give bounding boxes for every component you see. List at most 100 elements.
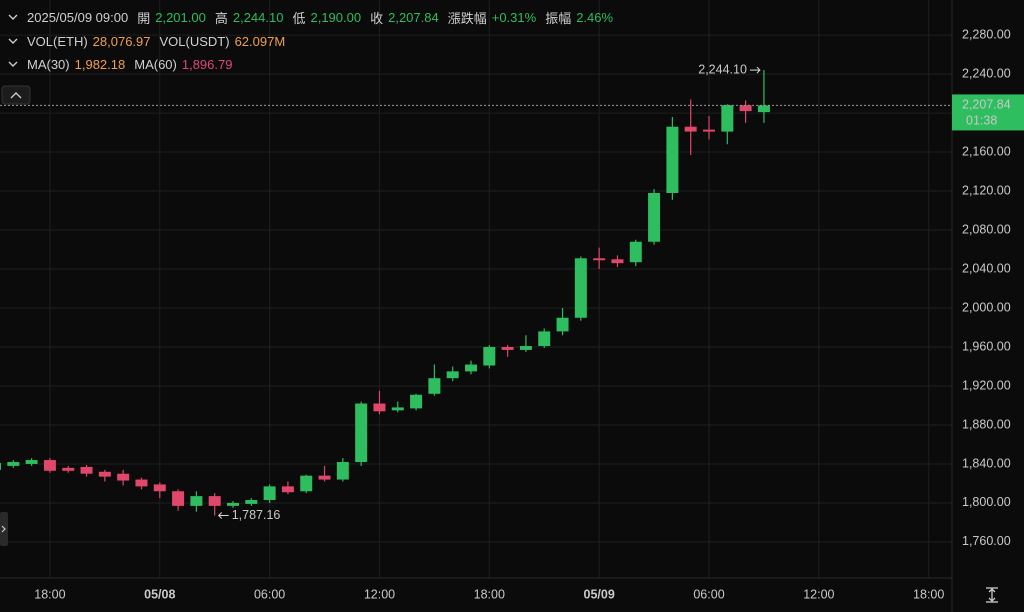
y-tick-label: 2,080.00 bbox=[962, 222, 1011, 236]
candle-body bbox=[355, 403, 368, 463]
candle-body bbox=[25, 460, 38, 464]
candle-body bbox=[538, 331, 551, 347]
side-tab-icon bbox=[1, 525, 6, 533]
y-tick-label: 1,880.00 bbox=[962, 417, 1011, 431]
min-label: 1,787.16 bbox=[232, 508, 281, 522]
candle-body bbox=[336, 462, 349, 480]
candle-body bbox=[629, 241, 642, 263]
candle-body bbox=[227, 502, 239, 506]
candle-body bbox=[574, 258, 587, 318]
y-tick-label: 1,760.00 bbox=[962, 534, 1011, 548]
chevron[interactable] bbox=[8, 59, 18, 69]
volume-label: VOL(ETH) bbox=[27, 33, 88, 49]
timestamp: 2025/05/09 09:00 bbox=[27, 9, 129, 25]
y-tick-label: 1,800.00 bbox=[962, 495, 1011, 509]
x-tick-label: 12:00 bbox=[364, 587, 395, 601]
candle-body bbox=[757, 105, 770, 113]
max-arrow-head bbox=[756, 66, 761, 74]
candle-body bbox=[98, 471, 111, 477]
collapse-icon bbox=[10, 92, 22, 99]
candle-body bbox=[373, 403, 386, 412]
y-tick-label: 1,840.00 bbox=[962, 456, 1011, 470]
y-tick-label: 2,160.00 bbox=[962, 144, 1011, 158]
y-tick-label: 2,120.00 bbox=[962, 183, 1011, 197]
candle-body bbox=[153, 484, 166, 492]
x-tick-label: 05/08 bbox=[144, 587, 175, 601]
stat-label: 低 bbox=[292, 10, 306, 26]
x-tick-label: 18:00 bbox=[474, 587, 505, 601]
candle-body bbox=[7, 462, 20, 466]
stat-value: +0.31% bbox=[491, 9, 537, 25]
x-tick-label: 12:00 bbox=[803, 587, 834, 601]
x-tick-label: 18:00 bbox=[913, 587, 944, 601]
last-price-label: 2,207.84 bbox=[962, 98, 1011, 112]
candle-body bbox=[172, 491, 185, 506]
candle-body bbox=[281, 486, 294, 493]
side-tab[interactable] bbox=[0, 512, 8, 546]
candle-body bbox=[62, 467, 75, 471]
candle-body bbox=[519, 346, 532, 350]
candle-body bbox=[410, 394, 423, 409]
scale-icon[interactable] bbox=[986, 587, 998, 603]
y-tick-label: 1,920.00 bbox=[962, 378, 1011, 392]
stat-value: 2,244.10 bbox=[232, 9, 284, 25]
candle-body bbox=[43, 460, 56, 471]
stat-label: 漲跌幅 bbox=[447, 10, 487, 26]
x-tick-label: 18:00 bbox=[34, 587, 65, 601]
stat-value: 2,201.00 bbox=[155, 9, 206, 25]
ma-label: MA(30) bbox=[27, 56, 70, 72]
candle-body bbox=[648, 192, 661, 242]
candle-body bbox=[208, 496, 221, 506]
x-tick-label: 05/09 bbox=[584, 587, 615, 601]
candle-body bbox=[318, 475, 331, 480]
candle-body bbox=[483, 346, 496, 366]
candle-body bbox=[190, 496, 203, 506]
last-price-box bbox=[952, 94, 1024, 131]
x-tick-label: 06:00 bbox=[693, 587, 724, 601]
ma-label: MA(60) bbox=[134, 56, 177, 72]
candle-body bbox=[501, 346, 514, 350]
ohlc-row: 2025/05/09 09:00 開 2,201.00 高 2,244.10 低 2,190… bbox=[8, 8, 617, 26]
min-arrow-head bbox=[217, 512, 223, 519]
candle-body bbox=[703, 129, 715, 132]
chevron[interactable] bbox=[8, 12, 18, 22]
stat-value: 2.46% bbox=[576, 9, 614, 25]
stat-value: 2,190.00 bbox=[310, 9, 362, 25]
candle-body bbox=[0, 462, 1, 470]
max-label: 2,244.10 bbox=[698, 62, 747, 76]
chevron[interactable] bbox=[8, 36, 18, 46]
candle-body bbox=[593, 258, 606, 261]
candle-body bbox=[739, 105, 752, 112]
ma-row: MA(30) 1,982.18 MA(60) 1,896.79 bbox=[8, 55, 236, 73]
candle-body bbox=[300, 475, 313, 492]
ma-value: 1,896.79 bbox=[181, 56, 233, 72]
y-tick-label: 2,240.00 bbox=[962, 66, 1011, 80]
y-tick-label: 2,040.00 bbox=[962, 261, 1011, 275]
countdown: 01:38 bbox=[966, 114, 997, 128]
grid bbox=[0, 0, 952, 578]
y-tick-label: 2,280.00 bbox=[962, 27, 1011, 41]
candle-body bbox=[135, 479, 148, 487]
volume-value: 28,076.97 bbox=[92, 33, 151, 49]
stat-label: 開 bbox=[137, 10, 151, 26]
candle-body bbox=[263, 486, 276, 501]
stat-value: 2,207.84 bbox=[388, 9, 439, 25]
candle-body bbox=[721, 105, 734, 132]
candle-body bbox=[465, 364, 477, 372]
collapse-button[interactable] bbox=[1, 85, 31, 105]
candle-body bbox=[391, 407, 404, 411]
candle-body bbox=[666, 126, 679, 193]
candle-body bbox=[556, 317, 569, 332]
candle-body bbox=[684, 126, 697, 132]
volume-row: VOL(ETH) 28,076.97 VOL(USDT) 62.097M bbox=[8, 32, 289, 50]
candle-body bbox=[245, 500, 258, 504]
volume-value: 62.097M bbox=[234, 33, 286, 49]
ma-value: 1,982.18 bbox=[74, 56, 126, 72]
y-tick-label: 2,000.00 bbox=[962, 300, 1011, 314]
volume-label: VOL(USDT) bbox=[159, 33, 230, 49]
x-tick-label: 06:00 bbox=[254, 587, 285, 601]
candle-body bbox=[80, 466, 93, 474]
